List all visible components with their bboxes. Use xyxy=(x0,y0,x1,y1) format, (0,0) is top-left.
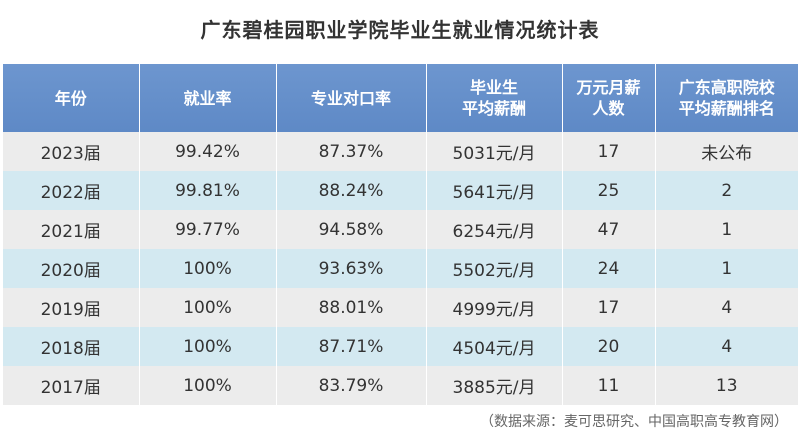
employment-table: 年份 就业率 专业对口率 毕业生 平均薪酬 万元月薪 人数 广东高职院校 平均薪… xyxy=(3,64,798,405)
header-label: 专业对口率 xyxy=(310,88,391,108)
cell-year: 2022届 xyxy=(3,171,140,210)
cell-average-salary: 4504元/月 xyxy=(426,327,563,366)
table-row: 2019届 100% 88.01% 4999元/月 17 4 xyxy=(3,288,798,327)
data-source-note: （数据来源：麦可思研究、中国高职高专教育网） xyxy=(480,414,788,430)
cell-average-salary: 4999元/月 xyxy=(426,288,563,327)
header-label: 就业率 xyxy=(183,88,232,108)
cell-high-salary-count: 17 xyxy=(562,288,656,327)
cell-employment-rate: 100% xyxy=(139,327,277,366)
header-cell-high-salary-count: 万元月薪 人数 xyxy=(562,64,656,132)
cell-average-salary: 5502元/月 xyxy=(426,249,563,288)
cell-high-salary-count: 20 xyxy=(562,327,656,366)
cell-major-match-rate: 88.24% xyxy=(276,171,427,210)
table-row: 2021届 99.77% 94.58% 6254元/月 47 1 xyxy=(3,210,798,249)
cell-year: 2018届 xyxy=(3,327,140,366)
table-row: 2018届 100% 87.71% 4504元/月 20 4 xyxy=(3,327,798,366)
cell-major-match-rate: 87.71% xyxy=(276,327,427,366)
cell-salary-ranking: 1 xyxy=(655,210,798,249)
cell-year: 2019届 xyxy=(3,288,140,327)
cell-major-match-rate: 87.37% xyxy=(276,132,427,171)
cell-major-match-rate: 88.01% xyxy=(276,288,427,327)
header-cell-year: 年份 xyxy=(3,64,140,132)
cell-employment-rate: 100% xyxy=(139,366,277,405)
cell-major-match-rate: 93.63% xyxy=(276,249,427,288)
header-label-line2: 人数 xyxy=(592,99,625,118)
cell-salary-ranking: 4 xyxy=(655,327,798,366)
table-title: 广东碧桂园职业学院毕业生就业情况统计表 xyxy=(200,18,600,42)
cell-salary-ranking: 2 xyxy=(655,171,798,210)
header-cell-major-match-rate: 专业对口率 xyxy=(276,64,427,132)
cell-major-match-rate: 94.58% xyxy=(276,210,427,249)
cell-high-salary-count: 11 xyxy=(562,366,656,405)
header-row: 年份 就业率 专业对口率 毕业生 平均薪酬 万元月薪 人数 广东高职院校 平均薪… xyxy=(3,64,798,132)
cell-year: 2023届 xyxy=(3,132,140,171)
cell-year: 2017届 xyxy=(3,366,140,405)
table-row: 2020届 100% 93.63% 5502元/月 24 1 xyxy=(3,249,798,288)
header-cell-employment-rate: 就业率 xyxy=(139,64,277,132)
header-label-line1: 广东高职院校 xyxy=(678,78,775,97)
cell-major-match-rate: 83.79% xyxy=(276,366,427,405)
header-label-line1: 毕业生 xyxy=(469,78,518,97)
header-cell-salary-ranking: 广东高职院校 平均薪酬排名 xyxy=(655,64,798,132)
cell-average-salary: 5031元/月 xyxy=(426,132,563,171)
header-label-line2: 平均薪酬 xyxy=(461,99,526,118)
header-label-line1: 万元月薪 xyxy=(576,78,641,97)
cell-salary-ranking: 1 xyxy=(655,249,798,288)
cell-employment-rate: 99.77% xyxy=(139,210,277,249)
cell-employment-rate: 99.42% xyxy=(139,132,277,171)
cell-employment-rate: 100% xyxy=(139,249,277,288)
header-label: 年份 xyxy=(54,88,87,108)
table-row: 2023届 99.42% 87.37% 5031元/月 17 未公布 xyxy=(3,132,798,171)
cell-average-salary: 6254元/月 xyxy=(426,210,563,249)
header-label-line2: 平均薪酬排名 xyxy=(678,99,775,118)
cell-high-salary-count: 17 xyxy=(562,132,656,171)
cell-salary-ranking: 未公布 xyxy=(655,132,798,171)
cell-high-salary-count: 25 xyxy=(562,171,656,210)
cell-year: 2021届 xyxy=(3,210,140,249)
cell-employment-rate: 99.81% xyxy=(139,171,277,210)
cell-high-salary-count: 47 xyxy=(562,210,656,249)
cell-high-salary-count: 24 xyxy=(562,249,656,288)
cell-salary-ranking: 13 xyxy=(655,366,798,405)
cell-employment-rate: 100% xyxy=(139,288,277,327)
table-row: 2017届 100% 83.79% 3885元/月 11 13 xyxy=(3,366,798,405)
cell-average-salary: 5641元/月 xyxy=(426,171,563,210)
cell-average-salary: 3885元/月 xyxy=(426,366,563,405)
table-row: 2022届 99.81% 88.24% 5641元/月 25 2 xyxy=(3,171,798,210)
cell-salary-ranking: 4 xyxy=(655,288,798,327)
cell-year: 2020届 xyxy=(3,249,140,288)
header-cell-average-salary: 毕业生 平均薪酬 xyxy=(426,64,563,132)
